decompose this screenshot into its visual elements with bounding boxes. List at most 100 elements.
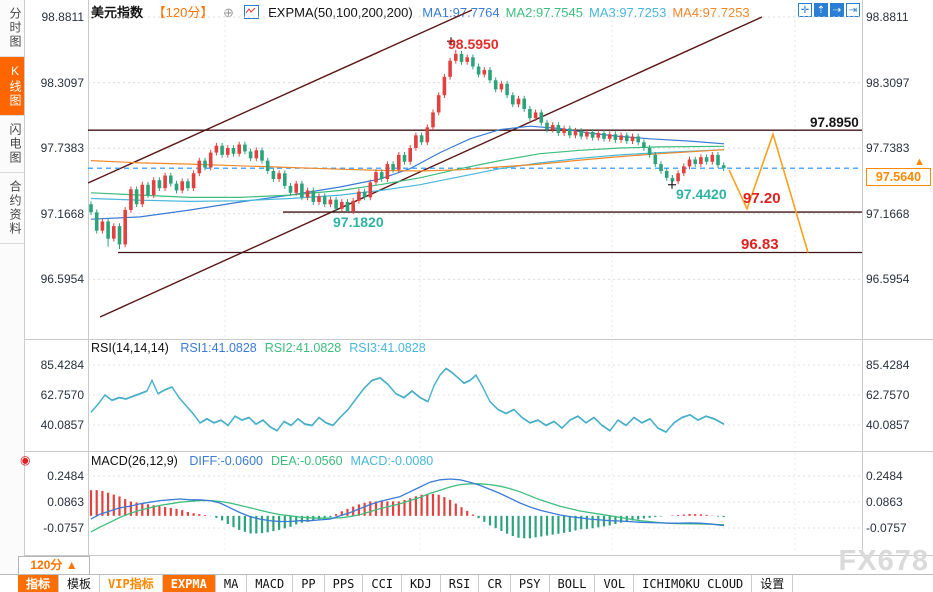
candle-body	[94, 212, 99, 231]
rsi-params[interactable]: RSI(14,14,14)	[91, 341, 169, 355]
price-annotation-1: 97.8950	[810, 115, 859, 130]
price-up-arrow-icon: ▲	[914, 156, 925, 168]
candle-body	[197, 160, 202, 174]
candle-body	[590, 131, 595, 138]
macd-chart-canvas[interactable]	[88, 451, 862, 555]
toolbar-item-指标[interactable]: 指标	[18, 575, 60, 592]
macd-params[interactable]: MACD(26,12,9)	[91, 454, 178, 468]
candle-body	[265, 160, 270, 171]
candle-body	[676, 173, 680, 182]
candle-body	[568, 128, 572, 136]
sidebar-tab-2[interactable]: 闪电图	[0, 116, 24, 173]
candle-body	[448, 60, 452, 77]
date-axis-row	[25, 556, 933, 573]
symbol-title: 美元指数	[91, 5, 144, 20]
toolbar-item-ICHIMOKU CLOUD[interactable]: ICHIMOKU CLOUD	[634, 575, 753, 592]
toolbar-item-KDJ[interactable]: KDJ	[402, 575, 441, 592]
candle-body	[710, 154, 715, 162]
candle-body	[214, 145, 219, 153]
candle-body	[493, 80, 498, 90]
toolbar-item-VIP指标[interactable]: VIP指标	[100, 575, 163, 592]
xaxis-separator	[25, 555, 933, 556]
toolbar-item-PPS[interactable]: PPS	[325, 575, 364, 592]
toolbar-item-MA[interactable]: MA	[216, 575, 248, 592]
toolbar-item-VOL[interactable]: VOL	[595, 575, 635, 592]
rsi-vals-0: RSI1:41.0828	[180, 341, 257, 355]
sidebar-tab-1[interactable]: K线图	[0, 57, 24, 116]
candle-body	[431, 112, 435, 128]
indicator-name[interactable]: EXPMA(50,100,200,200)	[268, 5, 413, 20]
candle-body	[362, 191, 367, 198]
candle-body	[123, 209, 127, 245]
price-tick-R: 97.1668	[866, 206, 910, 221]
toolbar-item-EXPMA[interactable]: EXPMA	[162, 575, 216, 592]
candle-body	[226, 147, 230, 155]
candle-body	[687, 159, 692, 167]
rsi-chart-canvas[interactable]	[88, 339, 862, 451]
current-price-badge: 97.5640	[866, 168, 931, 186]
ma-values: MA1:97.7764 MA2:97.7545 MA3:97.7253 MA4:97.…	[422, 5, 755, 20]
period-selector[interactable]: 120分 ▲	[18, 556, 90, 575]
toolbar-item-设置[interactable]: 设置	[752, 575, 794, 592]
macd-tick-L: 0.2484	[47, 469, 84, 483]
candle-body	[414, 135, 418, 148]
candle-body	[340, 201, 344, 209]
candle-body	[436, 95, 441, 113]
candle-body	[112, 226, 116, 239]
trendline	[88, 9, 473, 184]
candle-body	[716, 154, 720, 166]
macd-values: DIFF:-0.0600 DEA:-0.0560 MACD:-0.0080	[189, 454, 441, 468]
candle-body	[391, 164, 395, 170]
track-target-icon[interactable]: ◉	[20, 453, 31, 467]
candle-body	[516, 98, 521, 105]
sidebar-tab-3[interactable]: 合约资料	[0, 173, 24, 244]
toolbar-item-PP[interactable]: PP	[293, 575, 325, 592]
candle-body	[203, 160, 207, 168]
circle-plus-icon[interactable]: ⊕	[222, 5, 234, 20]
candle-body	[579, 130, 583, 137]
macd-tick-R: 0.2484	[866, 469, 903, 483]
candle-body	[402, 154, 407, 162]
macd-tick-L: -0.0757	[43, 520, 84, 535]
macd-vals-0: DIFF:-0.0600	[189, 454, 263, 468]
toolbar-item-CR[interactable]: CR	[479, 575, 511, 592]
toolbar-item-模板[interactable]: 模板	[59, 575, 101, 592]
price-chart-canvas[interactable]	[88, 0, 862, 339]
candle-body	[459, 53, 464, 62]
candle-body	[322, 196, 327, 205]
scale-x-icon[interactable]: ⇢	[830, 3, 844, 17]
ma-line-MA2	[90, 145, 725, 198]
rsi-values: RSI1:41.0828 RSI2:41.0828 RSI3:41.0828	[180, 341, 433, 355]
candle-body	[721, 165, 726, 169]
candle-body	[602, 133, 606, 139]
candle-body	[328, 199, 333, 205]
macd-header: MACD(26,12,9) DIFF:-0.0600 DEA:-0.0560 MAC…	[91, 454, 449, 468]
candle-body	[476, 66, 481, 75]
candle-body	[277, 173, 281, 179]
rsi-tick-R: 40.0857	[866, 418, 910, 432]
candle-body	[630, 136, 635, 142]
toolbar-item-CCI[interactable]: CCI	[363, 575, 403, 592]
candle-body	[283, 173, 287, 186]
candle-body	[419, 135, 424, 143]
candle-body	[425, 127, 430, 143]
macd-separator	[25, 451, 933, 452]
candle-body	[334, 199, 338, 209]
toolbar-item-RSI[interactable]: RSI	[441, 575, 480, 592]
price-annotation-3: 97.1820	[333, 214, 384, 230]
candle-body	[374, 172, 378, 183]
rsi-tick-R: 62.7570	[866, 388, 910, 402]
candle-body	[169, 175, 173, 184]
period-label[interactable]: 【120分】	[152, 5, 214, 20]
toolbar-item-BOLL[interactable]: BOLL	[550, 575, 596, 592]
dea-line	[90, 483, 725, 533]
scale-y-icon[interactable]: ⇡	[814, 3, 828, 17]
candle-body	[505, 83, 509, 96]
sidebar-tab-0[interactable]: 分时图	[0, 0, 24, 57]
macd-tick-R: -0.0757	[866, 520, 907, 535]
rsi-tick-L: 85.4284	[40, 358, 84, 372]
candle-body	[220, 145, 224, 155]
toolbar-item-PSY[interactable]: PSY	[511, 575, 550, 592]
toolbar-item-MACD[interactable]: MACD	[247, 575, 294, 592]
